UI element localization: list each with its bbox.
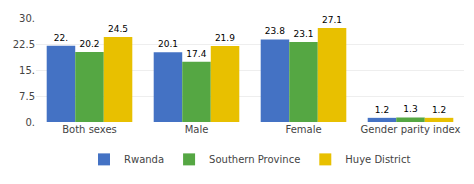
svg-text:1.3: 1.3 — [403, 104, 417, 114]
svg-text:17.4: 17.4 — [186, 49, 206, 59]
svg-text:27.1: 27.1 — [322, 15, 342, 25]
svg-text:20.2: 20.2 — [79, 39, 99, 49]
svg-text:Rwanda: Rwanda — [124, 154, 164, 165]
svg-text:23.8: 23.8 — [265, 26, 285, 36]
svg-text:Female: Female — [285, 124, 321, 135]
svg-text:Both sexes: Both sexes — [62, 124, 117, 135]
svg-text:22.: 22. — [54, 33, 68, 43]
svg-text:22.5: 22.5 — [13, 39, 35, 50]
svg-text:Male: Male — [185, 124, 209, 135]
svg-text:23.1: 23.1 — [293, 29, 313, 39]
svg-text:21.9: 21.9 — [215, 33, 235, 43]
svg-text:15.: 15. — [19, 65, 35, 76]
svg-text:20.1: 20.1 — [158, 39, 178, 49]
svg-text:30.: 30. — [19, 13, 35, 24]
svg-text:7.5: 7.5 — [19, 91, 35, 102]
svg-text:Huye District: Huye District — [345, 154, 410, 165]
svg-text:Gender parity index: Gender parity index — [361, 124, 461, 135]
svg-text:Southern Province: Southern Province — [209, 154, 300, 165]
svg-text:1.2: 1.2 — [432, 105, 446, 115]
svg-text:24.5: 24.5 — [108, 24, 128, 34]
svg-text:0.: 0. — [25, 117, 35, 128]
svg-text:1.2: 1.2 — [375, 105, 389, 115]
